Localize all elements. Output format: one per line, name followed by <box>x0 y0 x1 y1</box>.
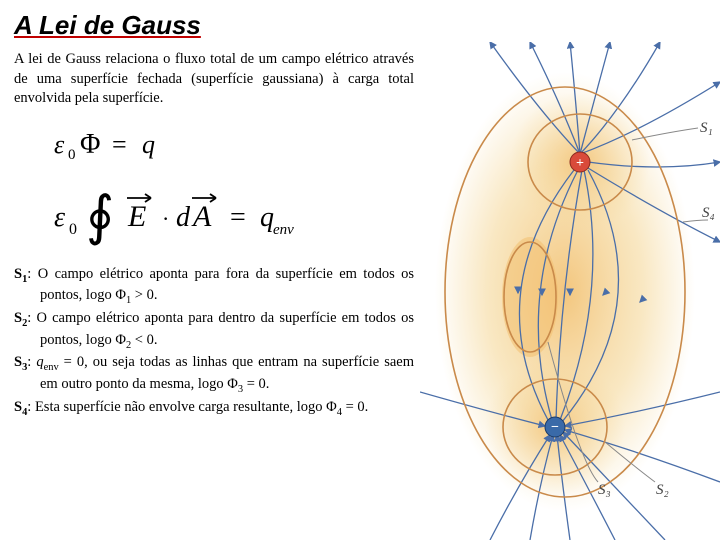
svg-text:+: + <box>576 156 584 171</box>
label-s1: S₁ <box>700 120 713 136</box>
bullet-list: S1: O campo elétrico aponta para fora da… <box>14 265 414 420</box>
bullet-s4: S4: Esta superfície não envolve carga re… <box>14 398 414 420</box>
svg-text:·: · <box>162 206 169 231</box>
svg-text:q: q <box>260 202 274 233</box>
bullet-s3: S3: qenv = 0, ou seja todas as linhas qu… <box>14 353 414 396</box>
svg-text:0: 0 <box>69 221 77 238</box>
svg-text:q: q <box>142 130 155 159</box>
svg-text:Φ: Φ <box>80 129 100 160</box>
svg-text:=: = <box>112 130 127 159</box>
label-s3: S₃ <box>598 482 611 498</box>
svg-text:A: A <box>191 200 212 233</box>
svg-text:E: E <box>127 200 146 233</box>
text-column: A lei de Gauss relaciona o fluxo total d… <box>14 50 414 420</box>
label-s2: S₂ <box>656 482 669 498</box>
svg-text:ε: ε <box>54 202 65 233</box>
intro-paragraph: A lei de Gauss relaciona o fluxo total d… <box>14 50 414 109</box>
label-s4: S₄ <box>702 205 715 221</box>
svg-text:∮: ∮ <box>86 186 114 246</box>
page-title: A Lei de Gauss <box>0 0 720 45</box>
svg-text:env: env <box>273 222 294 238</box>
svg-text:ε: ε <box>54 130 65 159</box>
svg-text:0: 0 <box>68 147 76 163</box>
svg-text:d: d <box>176 202 191 233</box>
equation-1: ε 0 Φ = q <box>54 127 414 170</box>
gauss-field-diagram: + − S₁ S₄ S₃ S₂ <box>420 42 720 540</box>
svg-text:−: − <box>551 420 559 435</box>
bullet-s2: S2: O campo elétrico aponta para dentro … <box>14 309 414 352</box>
bullet-s1: S1: O campo elétrico aponta para fora da… <box>14 265 414 308</box>
equation-2: ε 0 ∮ E · d A = q env <box>54 184 414 255</box>
svg-text:=: = <box>230 202 246 233</box>
equations-block: ε 0 Φ = q ε 0 ∮ E · d A = q <box>14 121 414 265</box>
